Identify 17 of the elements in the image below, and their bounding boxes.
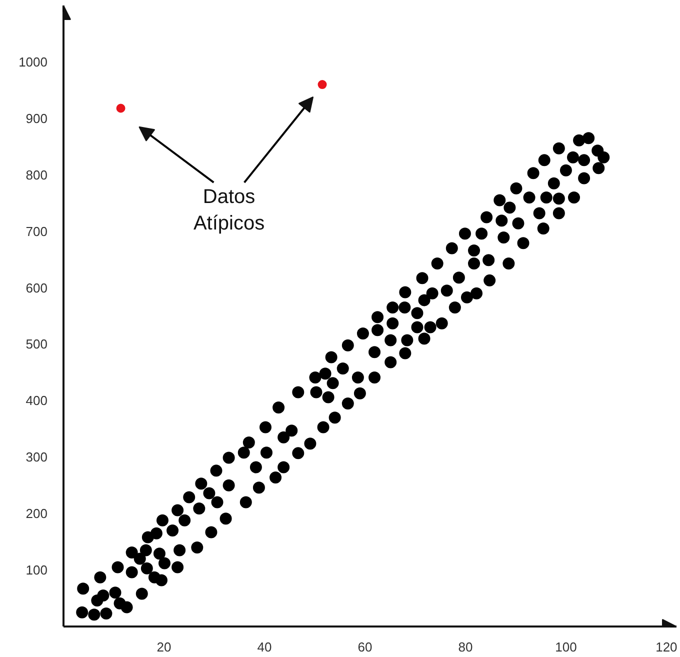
y-tick-label: 400 <box>26 393 48 408</box>
x-tick-label: 40 <box>257 640 272 654</box>
y-tick-label: 900 <box>26 110 48 126</box>
x-tick-label: 100 <box>555 640 577 654</box>
y-tick-label: 300 <box>26 450 48 465</box>
annotation: Datos Atípicos <box>193 186 265 235</box>
x-tick-label: 80 <box>458 640 473 654</box>
y-tick-label: 1000 <box>18 54 48 70</box>
y-tick-label: 100 <box>26 562 48 578</box>
x-tick-label: 60 <box>358 640 372 654</box>
y-tick-label: 500 <box>26 336 48 352</box>
y-tick-label: 800 <box>26 167 48 182</box>
x-tick-label: 120 <box>656 640 678 654</box>
y-tick-label: 200 <box>26 506 48 522</box>
x-tick-label: 20 <box>156 640 172 654</box>
y-tick-label: 700 <box>26 224 48 239</box>
y-tick-label: 600 <box>26 280 48 296</box>
